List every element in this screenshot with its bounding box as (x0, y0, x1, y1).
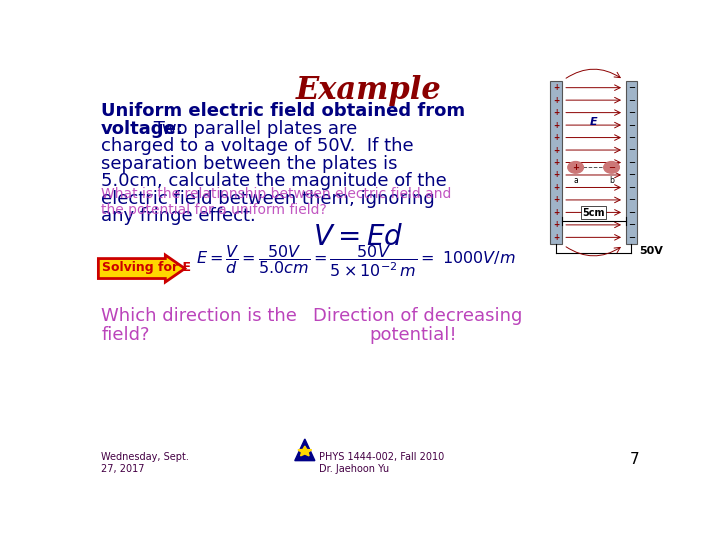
Text: −: − (628, 171, 635, 179)
Text: the potential for a uniform field?: the potential for a uniform field? (101, 203, 327, 217)
Text: −: − (628, 233, 635, 242)
Text: −: − (628, 195, 635, 205)
Text: +: + (553, 146, 559, 154)
Text: Solving for E: Solving for E (102, 261, 192, 274)
Text: −: − (628, 96, 635, 105)
Text: +: + (553, 171, 559, 179)
Text: Which direction is the: Which direction is the (101, 307, 297, 325)
Text: −: − (628, 133, 635, 142)
Text: field?: field? (101, 326, 150, 344)
Text: +: + (553, 96, 559, 105)
Polygon shape (294, 439, 315, 461)
Text: charged to a voltage of 50V.  If the: charged to a voltage of 50V. If the (101, 137, 414, 155)
Text: −: − (628, 208, 635, 217)
Text: Example: Example (296, 75, 442, 106)
Text: potential!: potential! (369, 326, 456, 344)
Text: +: + (553, 183, 559, 192)
Text: 5.0cm, calculate the magnitude of the: 5.0cm, calculate the magnitude of the (101, 172, 447, 190)
Text: b: b (609, 176, 614, 185)
Text: +: + (553, 133, 559, 142)
Text: −: − (628, 120, 635, 130)
Text: −: − (628, 158, 635, 167)
Text: −: − (608, 163, 615, 172)
Text: any fringe effect.: any fringe effect. (101, 207, 256, 225)
Circle shape (568, 161, 583, 173)
Text: E: E (590, 117, 598, 127)
Text: Uniform electric field obtained from: Uniform electric field obtained from (101, 102, 465, 120)
Text: +: + (553, 120, 559, 130)
Text: PHYS 1444-002, Fall 2010: PHYS 1444-002, Fall 2010 (319, 453, 444, 462)
Text: 5cm: 5cm (582, 207, 605, 218)
FancyBboxPatch shape (550, 82, 562, 244)
Text: Two parallel plates are: Two parallel plates are (148, 120, 358, 138)
FancyBboxPatch shape (626, 82, 637, 244)
Text: Direction of decreasing: Direction of decreasing (313, 307, 523, 325)
Text: −: − (628, 108, 635, 117)
Text: +: + (553, 233, 559, 242)
Text: +: + (553, 208, 559, 217)
Text: 7: 7 (630, 453, 639, 467)
Text: +: + (553, 220, 559, 230)
Text: −: − (628, 146, 635, 154)
Text: $E = \dfrac{V}{d} = \dfrac{50V}{5.0cm} = \dfrac{50V}{5 \times 10^{-2}\,m} = \ 10: $E = \dfrac{V}{d} = \dfrac{50V}{5.0cm} =… (196, 243, 516, 279)
FancyArrow shape (99, 255, 185, 282)
Text: +: + (553, 108, 559, 117)
Text: voltage:: voltage: (101, 120, 184, 138)
Text: −: − (628, 83, 635, 92)
Text: a: a (573, 176, 578, 185)
Polygon shape (298, 446, 312, 456)
Circle shape (604, 161, 619, 173)
Text: −: − (628, 220, 635, 230)
Text: +: + (553, 158, 559, 167)
Text: 50V: 50V (639, 246, 664, 255)
Text: +: + (553, 83, 559, 92)
Text: separation between the plates is: separation between the plates is (101, 154, 397, 173)
Text: +: + (553, 195, 559, 205)
Text: Dr. Jaehoon Yu: Dr. Jaehoon Yu (319, 464, 389, 474)
Text: electric field between them, ignoring: electric field between them, ignoring (101, 190, 435, 207)
Text: +: + (572, 163, 579, 172)
Text: $V = Ed$: $V = Ed$ (313, 224, 403, 251)
Text: −: − (628, 183, 635, 192)
Text: What is the relationship between electric field and: What is the relationship between electri… (101, 187, 451, 201)
Text: Wednesday, Sept.
27, 2017: Wednesday, Sept. 27, 2017 (101, 453, 189, 474)
